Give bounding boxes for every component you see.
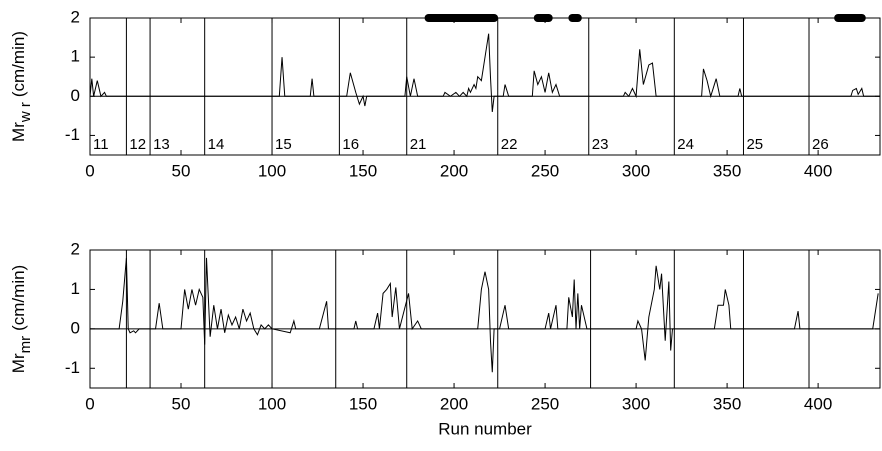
series-line: [89, 33, 880, 113]
run-label: 12: [129, 136, 146, 153]
x-tick-label: 150: [349, 394, 377, 413]
run-label: 22: [501, 136, 518, 153]
x-tick-label: 0: [85, 394, 94, 413]
x-tick-label: 400: [804, 394, 832, 413]
x-tick-label: 300: [622, 161, 650, 180]
run-label: 16: [342, 136, 359, 153]
x-axis-label: Run number: [438, 419, 532, 438]
x-tick-label: 350: [713, 394, 741, 413]
x-tick-label: 300: [622, 394, 650, 413]
y-tick-label: -1: [65, 125, 80, 144]
plot-frame: [89, 249, 881, 389]
x-tick-label: 50: [172, 394, 191, 413]
x-tick-label: 400: [804, 161, 832, 180]
run-label: 15: [275, 136, 292, 153]
plot-frame: [89, 17, 881, 156]
run-label: 13: [153, 136, 170, 153]
run-label: 23: [592, 136, 609, 153]
y-tick-label: 0: [71, 318, 80, 337]
y-tick-label: 1: [71, 47, 80, 66]
y-tick-label: 2: [71, 7, 80, 26]
y-label-main: Mr: [9, 122, 28, 142]
y-axis-label: Mrmr (cm/min): [9, 265, 33, 373]
run-label: 25: [746, 136, 763, 153]
run-label: 11: [93, 136, 109, 153]
y-label-sub: mr: [17, 336, 34, 354]
x-tick-label: 350: [713, 161, 741, 180]
x-tick-label: 100: [258, 161, 286, 180]
y-tick-label: 1: [71, 279, 80, 298]
series-line: [90, 257, 879, 373]
y-axis-label: Mrw r (cm/min): [9, 31, 33, 142]
y-tick-label: -1: [65, 358, 80, 377]
run-label: 24: [677, 136, 694, 153]
run-label: 21: [410, 136, 427, 153]
x-tick-label: 100: [258, 394, 286, 413]
run-label: 26: [812, 136, 829, 153]
x-tick-label: 250: [531, 394, 559, 413]
x-tick-label: 50: [172, 161, 191, 180]
y-label-unit: (cm/min): [9, 265, 28, 331]
y-label-main: Mr: [9, 353, 28, 373]
y-tick-label: 0: [71, 86, 80, 105]
x-tick-label: 0: [85, 161, 94, 180]
x-tick-label: 250: [531, 161, 559, 180]
y-label-unit: (cm/min): [9, 31, 28, 97]
run-label: 14: [208, 136, 225, 153]
y-tick-label: 2: [71, 239, 80, 258]
x-tick-label: 200: [440, 394, 468, 413]
x-tick-label: 200: [440, 161, 468, 180]
y-label-sub: w r: [17, 102, 34, 123]
x-tick-label: 150: [349, 161, 377, 180]
